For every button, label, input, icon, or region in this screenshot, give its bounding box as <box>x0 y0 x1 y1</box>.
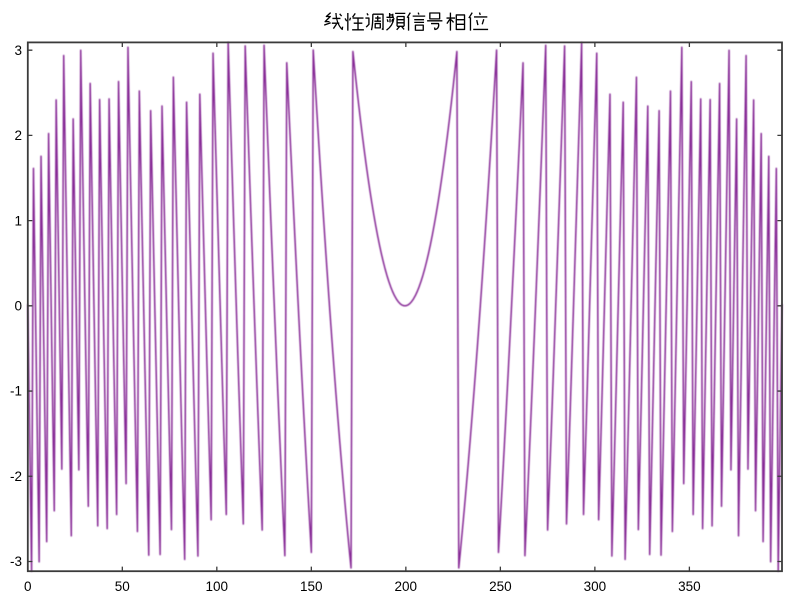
svg-text:2: 2 <box>14 128 22 143</box>
svg-text:250: 250 <box>489 579 512 594</box>
svg-text:150: 150 <box>300 579 323 594</box>
svg-text:-3: -3 <box>10 554 22 569</box>
svg-text:200: 200 <box>395 579 418 594</box>
svg-text:0: 0 <box>14 299 22 314</box>
svg-text:-1: -1 <box>10 384 22 399</box>
svg-text:100: 100 <box>206 579 229 594</box>
svg-text:50: 50 <box>115 579 130 594</box>
svg-text:300: 300 <box>584 579 607 594</box>
svg-text:0: 0 <box>24 579 32 594</box>
svg-text:350: 350 <box>678 579 701 594</box>
svg-text:1: 1 <box>14 213 22 228</box>
svg-text:-2: -2 <box>10 469 22 484</box>
svg-text:3: 3 <box>14 43 22 58</box>
